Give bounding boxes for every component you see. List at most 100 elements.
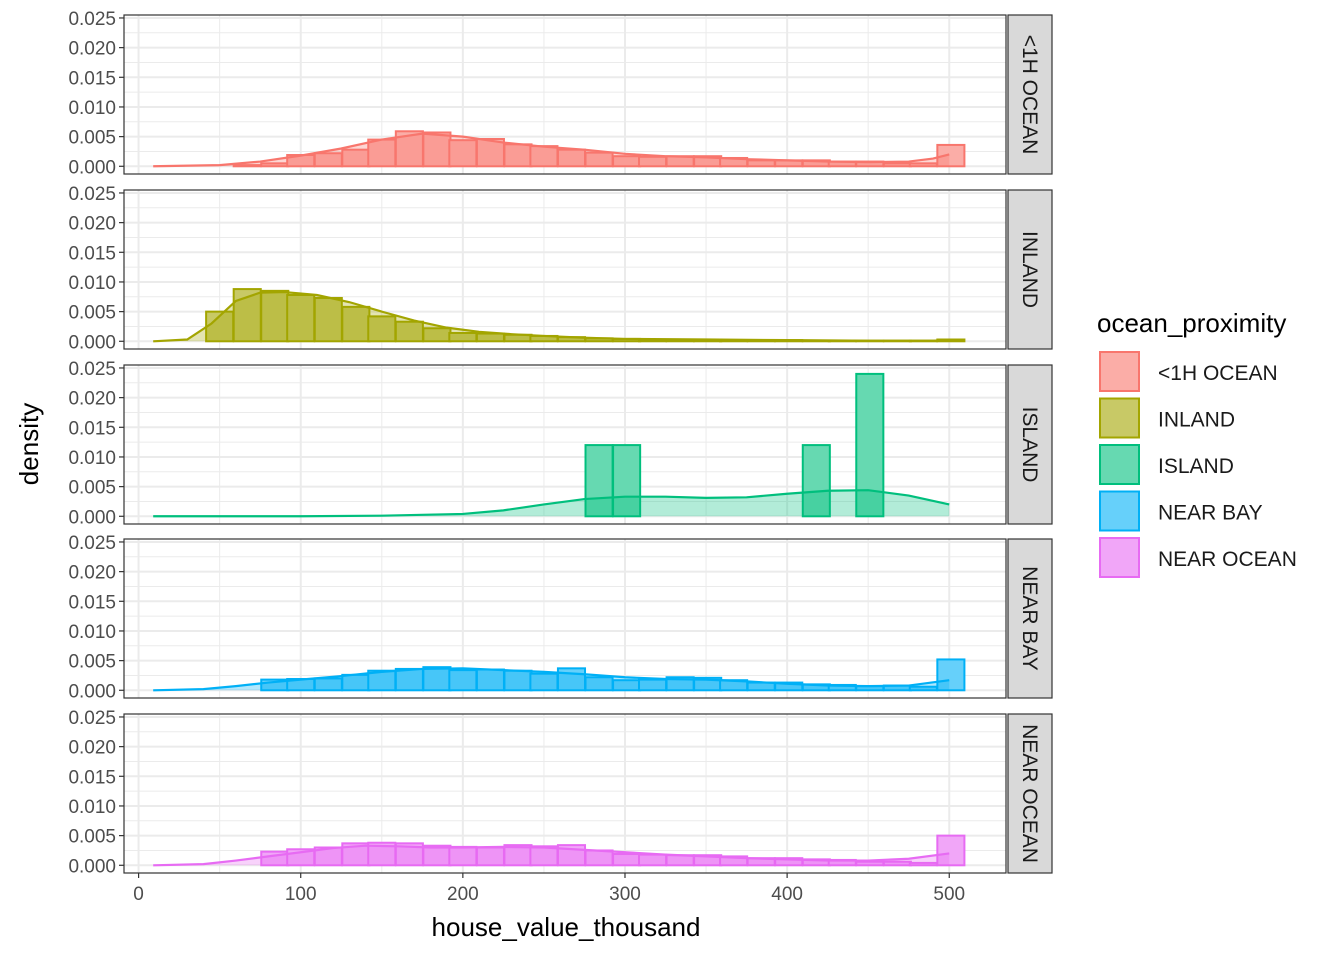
y-tick-label: 0.005 (68, 303, 116, 324)
density-line (153, 667, 950, 692)
strip-background (1007, 538, 1053, 699)
y-tick-label: 0.020 (68, 563, 116, 584)
y-axis-1h-ocean: 0.000 0.005 0.010 0.015 0.020 0.025 (68, 9, 124, 178)
strip-label: NEAR OCEAN (1018, 724, 1041, 863)
density-area (153, 292, 950, 342)
legend-item-island: ISLAND (1099, 444, 1234, 485)
strip-label: INLAND (1018, 231, 1041, 308)
x-tick-label: 0 (133, 884, 144, 905)
histogram-bar (448, 139, 478, 168)
legend-key (1099, 490, 1140, 532)
density-line (153, 290, 950, 343)
y-tick-label: 0.000 (68, 856, 116, 877)
y-tick-label: 0.010 (68, 98, 116, 119)
histogram-bar (612, 444, 642, 518)
strip-label: <1H OCEAN (1018, 35, 1041, 155)
histogram-bar (367, 315, 397, 343)
y-tick-label: 0.010 (68, 622, 116, 643)
strip-label: ISLAND (1018, 407, 1041, 483)
y-tick-label: 0.015 (68, 767, 116, 788)
legend-label: ISLAND (1158, 455, 1234, 478)
density-area (153, 133, 950, 167)
x-axis-title: house_value_thousand (432, 912, 701, 942)
strip-island: ISLAND (1007, 364, 1053, 525)
facet-strips: <1H OCEAN INLAND ISLAND NEAR BAY NEAR OCEAN (1007, 14, 1053, 874)
y-axis-near-ocean: 0.000 0.005 0.010 0.015 0.020 0.025 (68, 708, 124, 877)
legend: ocean_proximity <1H OCEAN INLAND ISLAND NEA… (1097, 308, 1297, 578)
y-axes: 0.000 0.005 0.010 0.015 0.020 0.025 0.000 0.005… (68, 9, 124, 877)
strip-near-ocean: NEAR OCEAN (1007, 713, 1053, 874)
y-axis-island: 0.000 0.005 0.010 0.015 0.020 0.025 (68, 359, 124, 528)
density-area (153, 490, 950, 517)
panel-border (123, 364, 1007, 525)
strip-background (1007, 713, 1053, 874)
legend-title: ocean_proximity (1097, 308, 1286, 338)
y-tick-label: 0.005 (68, 827, 116, 848)
histogram-bar (422, 131, 452, 168)
x-tick-label: 400 (771, 884, 803, 905)
histogram-bar (936, 143, 966, 168)
strip-inland: INLAND (1007, 189, 1053, 350)
panel-border (123, 189, 1007, 350)
histogram-bar (584, 444, 614, 518)
histogram-bar (936, 658, 966, 692)
y-tick-label: 0.015 (68, 592, 116, 613)
legend-key (1099, 397, 1140, 439)
histogram-bar (801, 444, 831, 518)
legend-key (1099, 351, 1140, 392)
legend-label: NEAR OCEAN (1158, 548, 1297, 571)
y-tick-label: 0.005 (68, 478, 116, 499)
histogram-bar (367, 138, 397, 168)
legend-item-inland: INLAND (1099, 397, 1235, 439)
y-axis-inland: 0.000 0.005 0.010 0.015 0.020 0.025 (68, 184, 124, 353)
y-tick-label: 0.015 (68, 243, 116, 264)
y-tick-label: 0.025 (68, 533, 116, 554)
y-tick-label: 0.025 (68, 9, 116, 30)
legend-key (1099, 444, 1140, 485)
density-line (153, 132, 950, 168)
y-tick-label: 0.020 (68, 389, 116, 410)
y-axis-title: density (14, 403, 44, 485)
y-tick-label: 0.015 (68, 68, 116, 89)
y-tick-label: 0.020 (68, 738, 116, 759)
legend-label: NEAR BAY (1158, 502, 1263, 525)
x-tick-label: 200 (447, 884, 479, 905)
y-tick-label: 0.005 (68, 652, 116, 673)
strip-background (1007, 189, 1053, 350)
y-tick-label: 0.010 (68, 448, 116, 469)
y-tick-label: 0.025 (68, 708, 116, 729)
panel-near-ocean (123, 713, 1007, 874)
y-tick-label: 0.020 (68, 214, 116, 235)
density-line (153, 844, 950, 867)
panel-inland (123, 189, 1007, 350)
legend-item-near-bay: NEAR BAY (1099, 490, 1263, 532)
x-axis: 0 100 200 300 400 500 (133, 873, 965, 905)
y-tick-label: 0.000 (68, 332, 116, 353)
y-tick-label: 0.020 (68, 39, 116, 60)
x-tick-label: 500 (933, 884, 965, 905)
x-tick-label: 100 (285, 884, 317, 905)
legend-item-near-ocean: NEAR OCEAN (1099, 537, 1297, 578)
histogram-bar (936, 834, 966, 867)
panel-border (123, 14, 1007, 175)
x-tick-label: 300 (609, 884, 641, 905)
y-tick-label: 0.000 (68, 157, 116, 178)
legend-key (1099, 537, 1140, 578)
strip-background (1007, 364, 1053, 525)
density-area (153, 668, 950, 691)
density-line (153, 489, 950, 518)
panel-1h-ocean (123, 14, 1007, 175)
legend-item-1h-ocean: <1H OCEAN (1099, 351, 1278, 392)
y-tick-label: 0.010 (68, 273, 116, 294)
y-tick-label: 0.025 (68, 184, 116, 205)
y-tick-label: 0.000 (68, 681, 116, 702)
y-tick-label: 0.015 (68, 418, 116, 439)
y-tick-label: 0.000 (68, 507, 116, 528)
y-axis-near-bay: 0.000 0.005 0.010 0.015 0.020 0.025 (68, 533, 124, 702)
y-tick-label: 0.010 (68, 797, 116, 818)
strip-near-bay: NEAR BAY (1007, 538, 1053, 699)
panel-island (123, 364, 1007, 525)
panel-near-bay (123, 538, 1007, 699)
density-area (153, 845, 950, 866)
